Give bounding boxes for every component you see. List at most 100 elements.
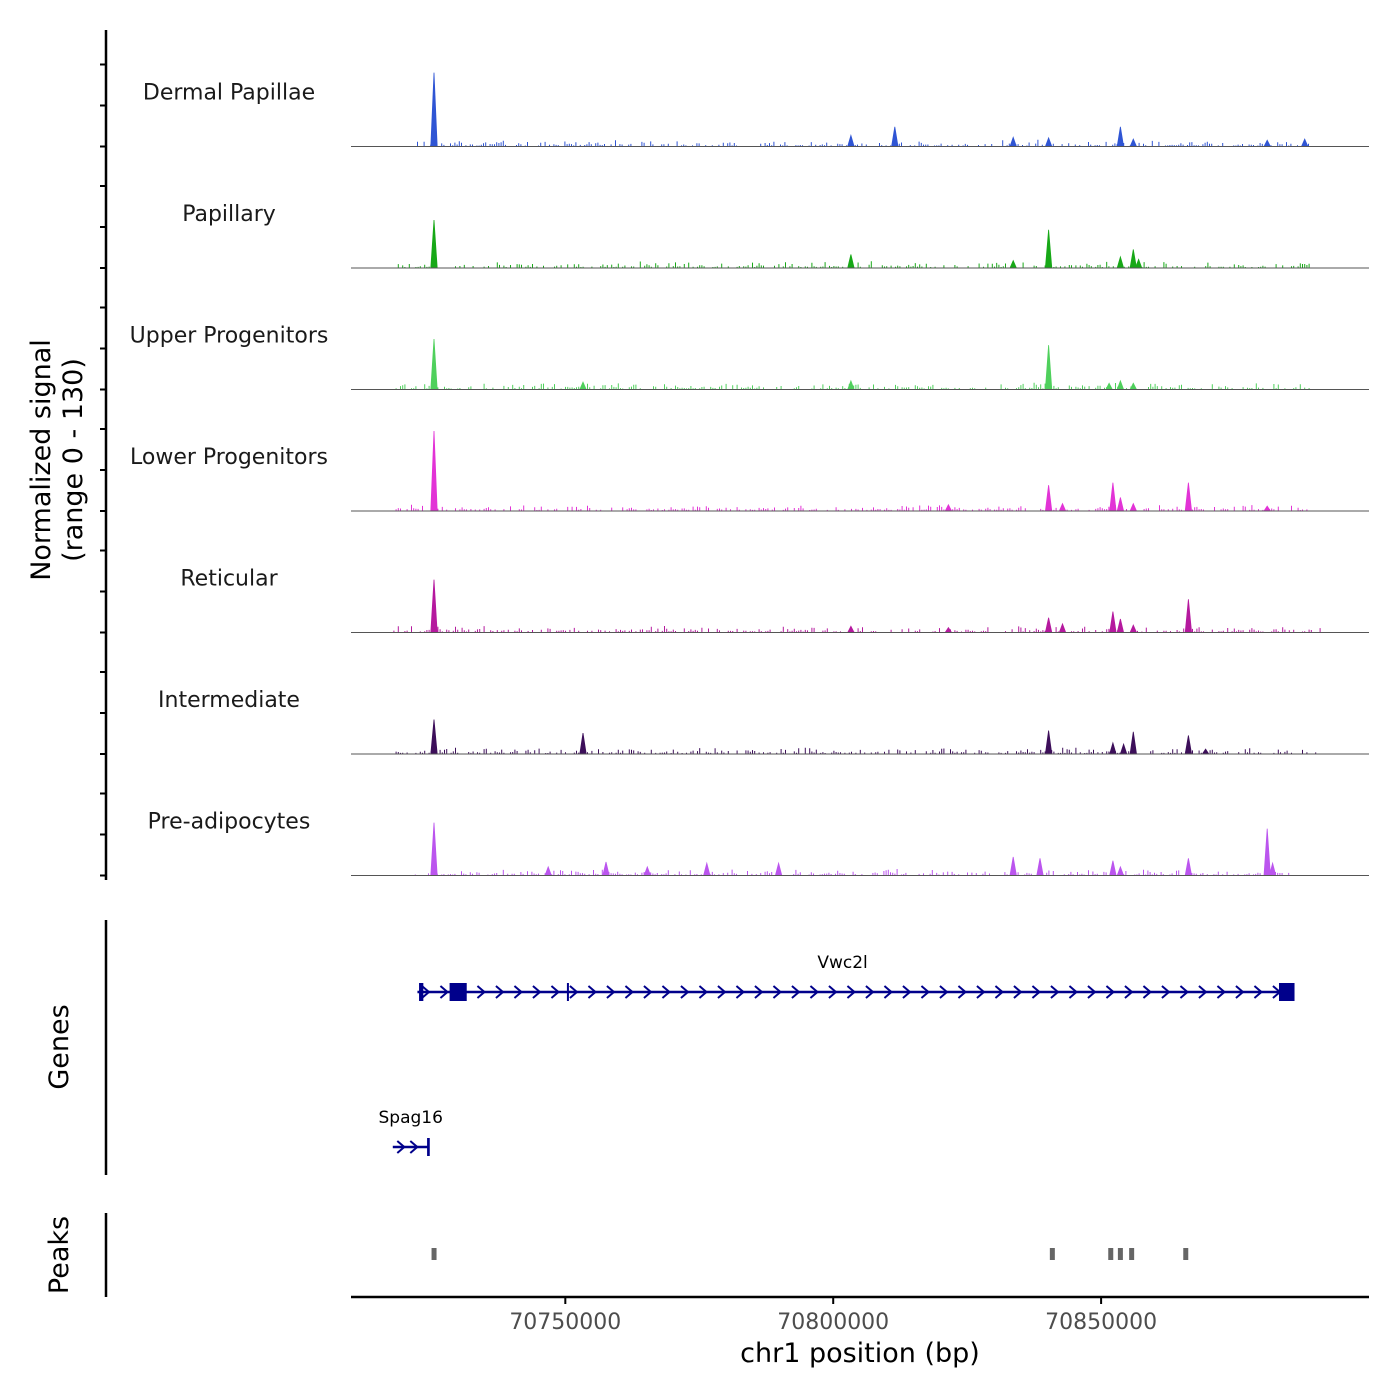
strand-chevron: [569, 985, 579, 999]
coverage-track: Intermediate: [158, 688, 1369, 755]
x-tick-label: 70800000: [777, 1310, 889, 1335]
peak-region-mark: [431, 1248, 437, 1260]
strand-chevron: [1253, 985, 1263, 999]
strand-chevron: [791, 985, 801, 999]
strand-chevron: [957, 985, 967, 999]
background-signal: [395, 382, 1310, 390]
signal-peak: [1184, 482, 1193, 512]
strand-chevron: [1124, 985, 1134, 999]
peak-regions: [431, 1248, 1189, 1260]
strand-chevron: [1235, 985, 1245, 999]
strand-chevron: [409, 1140, 419, 1154]
gene-label: Vwc2l: [817, 953, 867, 973]
track-label: Lower Progenitors: [130, 445, 328, 470]
signal-peak: [1263, 505, 1272, 512]
track-label: Dermal Papillae: [143, 81, 315, 106]
signal-peak: [1009, 856, 1017, 876]
coverage-track: Reticular: [180, 567, 1369, 633]
genes-axis-title: Genes: [44, 1004, 75, 1089]
gene-exon: [419, 983, 424, 1001]
signal-peak: [430, 579, 438, 633]
signal-peak: [1009, 259, 1018, 269]
strand-chevron: [550, 985, 560, 999]
signal-peak: [1129, 502, 1138, 512]
strand-chevron: [976, 985, 986, 999]
peak-region-mark: [1129, 1248, 1135, 1260]
signal-peak: [430, 219, 438, 269]
strand-chevron: [1105, 985, 1115, 999]
strand-chevron: [1013, 985, 1023, 999]
x-axis-title: chr1 position (bp): [740, 1338, 980, 1369]
signal-peak: [1044, 136, 1053, 147]
track-label: Reticular: [180, 567, 278, 592]
coverage-track: Papillary: [182, 202, 1369, 269]
coverage-axis-title-line2: (range 0 - 130): [58, 358, 89, 562]
track-label: Upper Progenitors: [130, 324, 329, 349]
gene-label: Spag16: [379, 1108, 443, 1128]
coverage-track: Lower Progenitors: [130, 430, 1369, 512]
signal-peak: [1009, 136, 1017, 147]
gene-exon: [566, 983, 569, 1001]
background-signal: [417, 139, 1309, 147]
strand-chevron: [643, 985, 653, 999]
strand-chevron: [698, 985, 708, 999]
strand-chevron: [1068, 985, 1078, 999]
signal-peak: [1109, 482, 1117, 512]
coverage-track: Dermal Papillae: [143, 72, 1369, 147]
signal-peak: [1105, 382, 1113, 390]
x-tick-label: 70850000: [1045, 1310, 1157, 1335]
strand-chevron: [421, 985, 431, 999]
coverage-track: Pre-adipocytes: [148, 810, 1369, 876]
strand-chevron: [717, 985, 727, 999]
strand-chevron: [476, 985, 486, 999]
signal-peak: [1119, 742, 1128, 755]
strand-chevron: [1216, 985, 1226, 999]
strand-chevron: [883, 985, 893, 999]
signal-peak: [1109, 860, 1117, 876]
signal-peak: [1116, 497, 1125, 512]
signal-peak: [703, 861, 711, 876]
peak-region-mark: [1117, 1248, 1123, 1260]
gene-model: Spag16: [379, 1108, 443, 1156]
signal-peak: [847, 379, 855, 390]
signal-peak: [1184, 858, 1193, 876]
strand-chevron: [939, 985, 949, 999]
track-label: Intermediate: [158, 688, 300, 713]
signal-peak: [847, 254, 855, 269]
signal-peak: [944, 503, 953, 512]
signal-peak: [1134, 258, 1143, 269]
signal-peak: [1201, 748, 1210, 755]
strand-chevron: [846, 985, 856, 999]
signal-peak: [602, 861, 610, 876]
x-axis-ticks: 70750000 70800000 70850000: [509, 1297, 1157, 1335]
signal-peak: [1129, 249, 1137, 269]
strand-chevron: [495, 985, 505, 999]
signal-peak: [774, 861, 783, 876]
strand-chevron: [1179, 985, 1189, 999]
background-signal: [393, 626, 1321, 633]
coverage-y-ticks: [100, 63, 106, 877]
signal-peak: [579, 733, 587, 755]
signal-peak: [1044, 229, 1053, 269]
strand-chevron: [624, 985, 634, 999]
signal-peak: [1129, 731, 1137, 755]
signal-peak: [1263, 139, 1272, 147]
strand-chevron: [809, 985, 819, 999]
background-signal: [395, 504, 1308, 511]
signal-peak: [1116, 126, 1125, 147]
strand-chevron: [1142, 985, 1152, 999]
signal-peak: [1184, 599, 1193, 633]
signal-peak: [430, 430, 438, 512]
signal-peak: [1036, 858, 1044, 876]
strand-chevron: [439, 985, 449, 999]
signal-peak: [1109, 741, 1117, 755]
signal-peak: [1044, 345, 1053, 390]
signal-peak: [847, 625, 855, 633]
gene-exon: [449, 983, 467, 1001]
peak-region-mark: [1183, 1248, 1189, 1260]
strand-chevron: [587, 985, 597, 999]
signal-peak: [430, 719, 438, 755]
signal-peak: [1058, 502, 1067, 512]
signal-peak: [1300, 138, 1309, 147]
